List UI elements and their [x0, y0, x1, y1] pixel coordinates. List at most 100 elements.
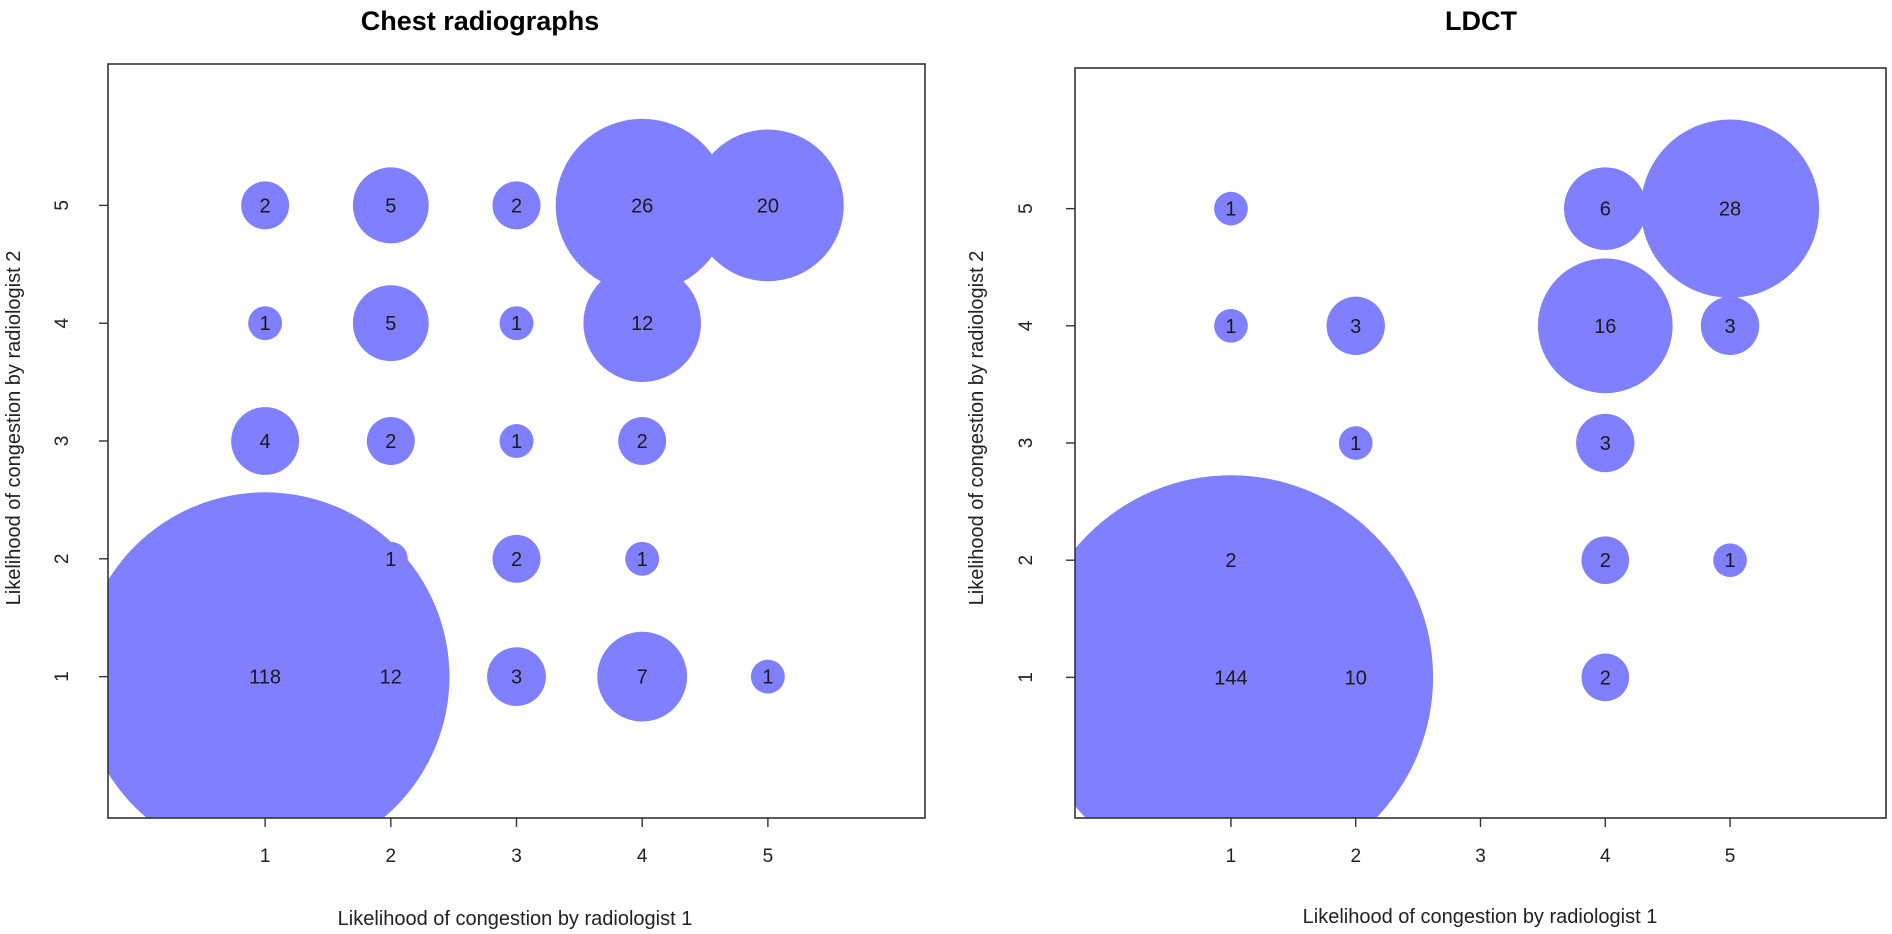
y-axis-label: Likelihood of congestion by radiologist …: [966, 251, 988, 606]
bubble-label: 1: [511, 431, 522, 453]
bubble: [1581, 536, 1630, 585]
chart-title: LDCT: [1445, 6, 1517, 36]
bubble-label: 3: [1724, 316, 1735, 338]
y-axis-label: Likelihood of congestion by radiologist …: [3, 251, 25, 606]
bubble-label: 7: [637, 667, 648, 689]
panel-ldct: LDCT Likelihood of congestion by radiolo…: [966, 6, 1887, 928]
bubble-label: 1: [385, 549, 396, 571]
bubble: [625, 541, 660, 576]
bubble: [231, 407, 300, 475]
bubble: [1640, 119, 1820, 298]
bubble: [352, 285, 429, 362]
bubble-label: 6: [1600, 199, 1611, 221]
bubble-label: 2: [511, 195, 522, 217]
bubble-label: 2: [1225, 550, 1236, 572]
bubble-label: 2: [511, 549, 522, 571]
y-tick-label: 2: [1016, 555, 1037, 566]
bubble-label: 1: [1225, 316, 1236, 338]
y-tick-label: 4: [52, 317, 73, 328]
bubble-label: 4: [260, 431, 271, 453]
chart-title: Chest radiographs: [361, 6, 600, 36]
bubble: [352, 167, 429, 244]
bubble-label: 3: [1350, 316, 1361, 338]
bubble: [618, 417, 667, 465]
bubble-label: 2: [385, 431, 396, 453]
bubble-label: 12: [380, 667, 402, 689]
bubble: [1075, 475, 1434, 818]
bubble: [691, 129, 844, 282]
bubble-label: 3: [511, 667, 522, 689]
y-tick-label: 1: [52, 671, 73, 682]
bubble-label: 12: [631, 313, 653, 335]
bubble: [492, 534, 541, 583]
y-tick-label: 3: [52, 436, 73, 447]
bubble: [241, 181, 290, 230]
y-tick-label: 5: [1016, 203, 1037, 214]
bubble-layer: [1075, 119, 1820, 818]
x-tick-label: 1: [1226, 846, 1237, 867]
bubble: [555, 118, 729, 292]
bubble-label: 2: [260, 195, 271, 217]
bubble: [487, 647, 546, 707]
bubble: [597, 631, 688, 722]
bubble: [1207, 536, 1255, 585]
y-tick-label: 4: [1016, 320, 1037, 331]
bubble-label: 20: [757, 195, 779, 217]
bubble: [750, 659, 785, 694]
bubble-label: 1: [762, 667, 773, 689]
x-tick-label: 2: [386, 846, 397, 867]
bubble: [1338, 426, 1373, 460]
bubble-label: 1: [1225, 199, 1236, 221]
x-axis-label: Likelihood of congestion by radiologist …: [1303, 906, 1658, 928]
bubble-label: 1: [1350, 433, 1361, 455]
bubble: [583, 264, 701, 382]
bubble-label: 118: [249, 667, 281, 689]
bubble-label: 3: [1600, 433, 1611, 455]
bubble-label: 5: [385, 313, 396, 335]
bubble: [1713, 543, 1747, 578]
bubble-label: 1: [260, 313, 271, 335]
bubble: [1576, 413, 1635, 473]
bubble: [1326, 296, 1385, 355]
bubble: [373, 541, 408, 576]
bubble-label: 28: [1719, 199, 1741, 221]
bubble-label: 1: [637, 549, 648, 571]
bubble-label: 10: [1345, 667, 1367, 689]
panel-chest-radiographs: Chest radiographs Likelihood of congesti…: [3, 6, 926, 930]
y-tick-label: 2: [52, 554, 73, 565]
bubble: [1214, 191, 1248, 226]
bubble: [248, 306, 283, 341]
bubble: [492, 181, 541, 230]
bubble: [1302, 624, 1409, 731]
bubble: [1537, 258, 1673, 394]
bubble: [1214, 308, 1248, 343]
x-tick-label: 3: [511, 846, 522, 867]
bubble-label: 2: [1600, 667, 1611, 689]
bubble: [108, 492, 450, 818]
bubble: [366, 417, 415, 465]
x-axis-label: Likelihood of congestion by radiologist …: [338, 908, 693, 930]
x-tick-label: 4: [1600, 846, 1611, 867]
bubble-label: 5: [385, 195, 396, 217]
bubble: [332, 617, 450, 736]
bubble-layer: [108, 118, 844, 818]
bubble-label: 1: [1724, 550, 1735, 572]
y-tick-label: 3: [1016, 438, 1037, 449]
bubble: [499, 424, 534, 458]
y-tick-label: 5: [52, 200, 73, 211]
bubble-label: 2: [1600, 550, 1611, 572]
x-tick-label: 3: [1475, 846, 1486, 867]
bubble: [1564, 167, 1647, 250]
x-tick-label: 5: [763, 846, 774, 867]
bubble: [499, 306, 534, 341]
bubble: [1581, 653, 1630, 702]
bubble-label: 2: [637, 431, 648, 453]
bubble-label: 144: [1214, 667, 1247, 689]
x-tick-label: 5: [1725, 846, 1736, 867]
x-tick-label: 1: [260, 846, 271, 867]
y-tick-label: 1: [1016, 672, 1037, 683]
bubble-label: 26: [631, 195, 653, 217]
bubble-label: 1: [511, 313, 522, 335]
x-tick-label: 4: [637, 846, 648, 867]
